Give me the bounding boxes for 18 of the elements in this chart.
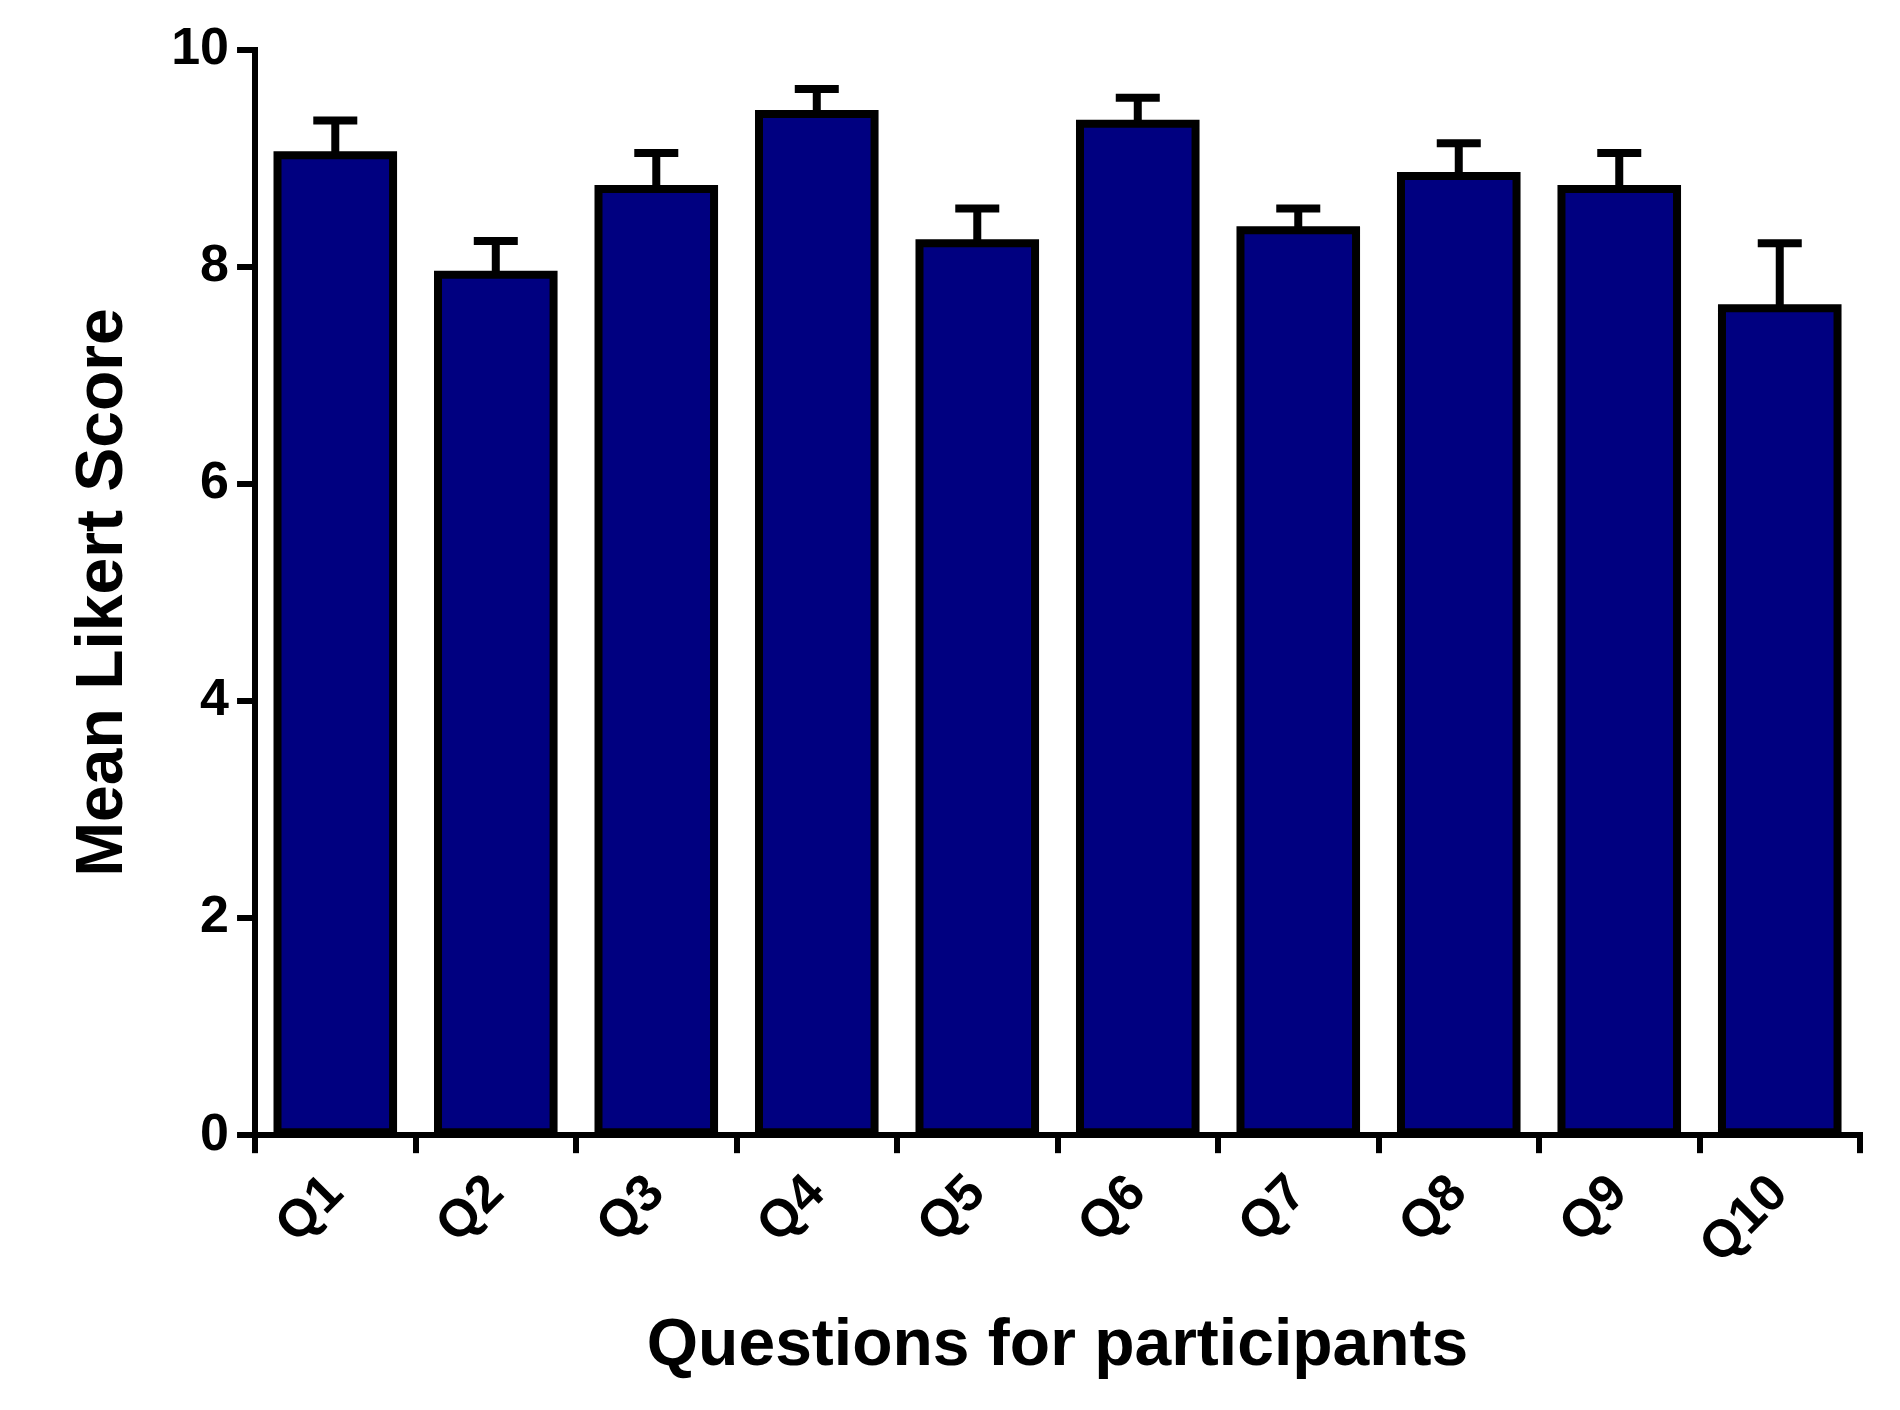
- x-tick-label: Q7: [1226, 1162, 1317, 1253]
- x-tick-label: Q2: [423, 1162, 514, 1253]
- x-tick-label: Q6: [1065, 1162, 1156, 1253]
- y-tick-label: 2: [200, 885, 230, 944]
- x-tick-label: Q8: [1386, 1162, 1477, 1253]
- y-tick-label: 10: [171, 17, 230, 76]
- x-tick-label: Q10: [1687, 1162, 1798, 1273]
- y-tick-label: 8: [200, 234, 230, 293]
- x-tick-label: Q5: [905, 1162, 996, 1253]
- y-axis-title: Mean Likert Score: [61, 308, 136, 877]
- x-tick-label: Q3: [584, 1162, 675, 1253]
- x-tick-label: Q1: [263, 1162, 354, 1253]
- x-tick-label: Q9: [1547, 1162, 1638, 1253]
- y-tick-label: 0: [200, 1102, 230, 1161]
- y-tick-label: 4: [200, 668, 230, 727]
- x-axis-title: Questions for participants: [646, 1304, 1469, 1379]
- y-tick-label: 6: [200, 451, 230, 510]
- x-tick-label: Q4: [744, 1162, 835, 1253]
